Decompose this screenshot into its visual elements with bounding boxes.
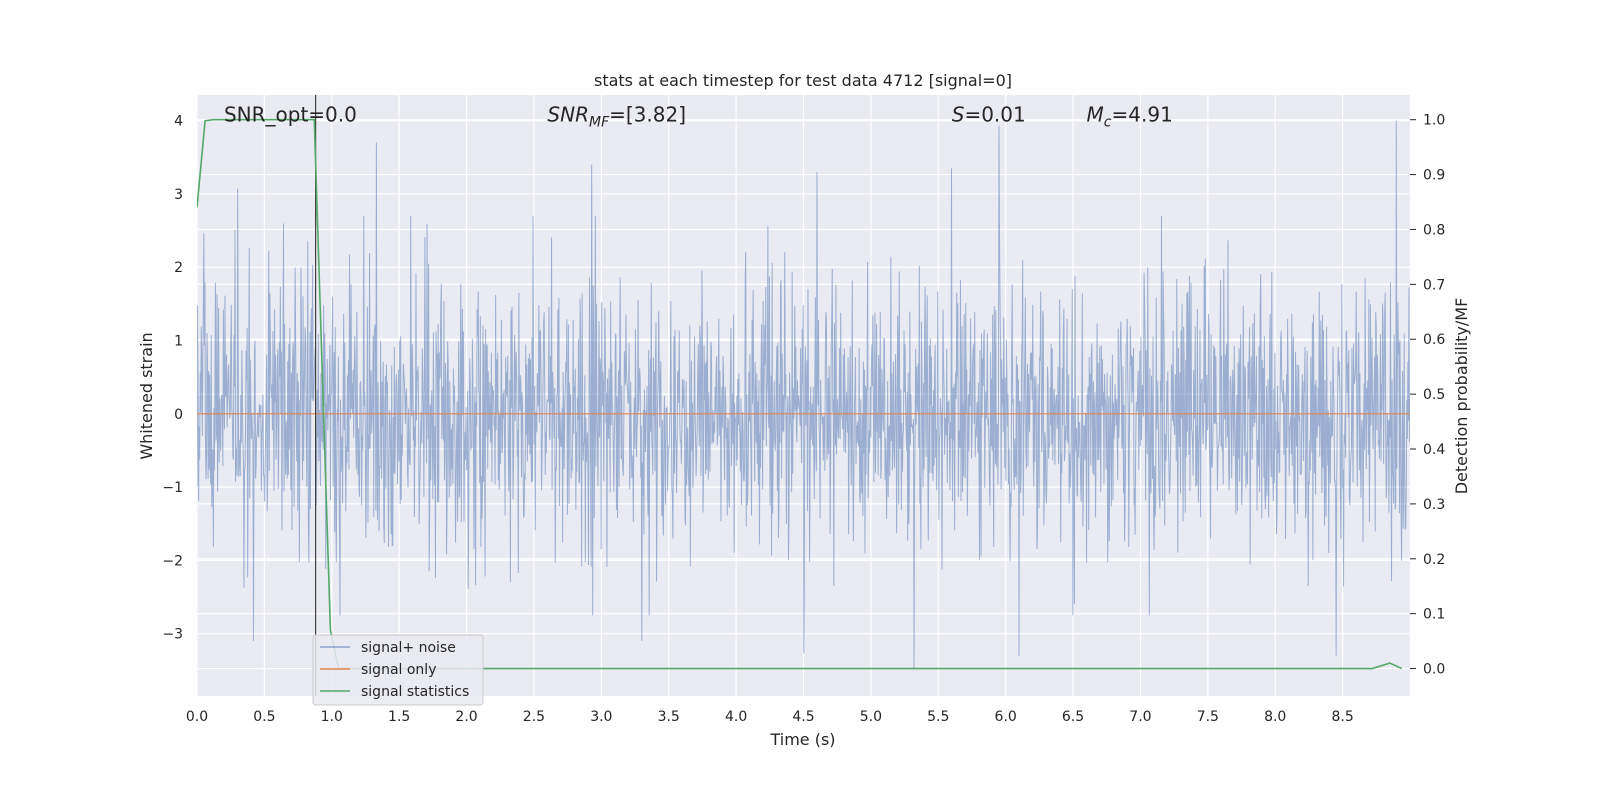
x-tick-label: 1.0 (321, 709, 343, 725)
x-tick-label: 0.5 (253, 709, 275, 725)
y-left-tick-label: 0 (174, 407, 183, 423)
x-tick-label: 7.0 (1129, 709, 1151, 725)
x-tick-label: 1.5 (388, 709, 410, 725)
x-tick-label: 4.5 (792, 709, 814, 725)
y-left-tick-label: −2 (162, 553, 183, 569)
chart-title: stats at each timestep for test data 471… (594, 71, 1012, 90)
x-tick-label: 6.5 (1062, 709, 1084, 725)
y-left-tick-label: −1 (162, 480, 183, 496)
y-right-tick-label: 0.1 (1423, 607, 1445, 623)
legend-label-signal-only: signal only (361, 662, 436, 678)
x-tick-label: 6.0 (995, 709, 1017, 725)
y-right-tick-label: 1.0 (1423, 113, 1445, 129)
x-axis-label: Time (s) (769, 730, 835, 749)
x-tick-label: 8.5 (1331, 709, 1353, 725)
series-signal-noise (197, 120, 1410, 669)
y-axis-label-right: Detection probability/MF (1452, 298, 1471, 495)
y-right-tick-label: 0.5 (1423, 387, 1445, 403)
legend-label-signal-noise: signal+ noise (361, 640, 456, 656)
legend-label-signal-statistics: signal statistics (361, 684, 469, 700)
y-left-tick-label: 1 (174, 334, 183, 350)
x-tick-label: 8.0 (1264, 709, 1286, 725)
annotation-2: S=0.01 (952, 103, 1026, 127)
x-tick-label: 3.0 (590, 709, 612, 725)
x-tick-label: 0.0 (186, 709, 208, 725)
x-tick-label: 4.0 (725, 709, 747, 725)
y-left-tick-label: 4 (174, 114, 183, 130)
y-right-tick-label: 0.2 (1423, 552, 1445, 568)
y-right-tick-label: 0.3 (1423, 497, 1445, 513)
y-left-tick-label: −3 (162, 627, 183, 643)
y-right-tick-label: 0.9 (1423, 168, 1445, 184)
legend: signal+ noise signal only signal statist… (312, 634, 484, 706)
legend-box (312, 634, 484, 706)
y-right-tick-label: 0.4 (1423, 442, 1445, 458)
x-tick-label: 7.5 (1197, 709, 1219, 725)
y-axis-label-left: Whitened strain (137, 332, 156, 459)
y-right-tick-label: 0.7 (1423, 277, 1445, 293)
x-tick-label: 3.5 (658, 709, 680, 725)
annotation-0: SNR_opt=0.0 (224, 103, 357, 127)
y-left-tick-label: 3 (174, 187, 183, 203)
annotation-1: SNRMF=[3.82] (547, 103, 686, 131)
y-right-tick-label: 0.8 (1423, 222, 1445, 238)
y-right-tick-label: 0.0 (1423, 662, 1445, 678)
y-left-tick-label: 2 (174, 260, 183, 276)
x-tick-label: 2.0 (455, 709, 477, 725)
x-tick-label: 5.5 (927, 709, 949, 725)
x-tick-label: 2.5 (523, 709, 545, 725)
y-right-tick-label: 0.6 (1423, 332, 1445, 348)
x-tick-label: 5.0 (860, 709, 882, 725)
annotation-3: Mc=4.91 (1087, 103, 1173, 131)
